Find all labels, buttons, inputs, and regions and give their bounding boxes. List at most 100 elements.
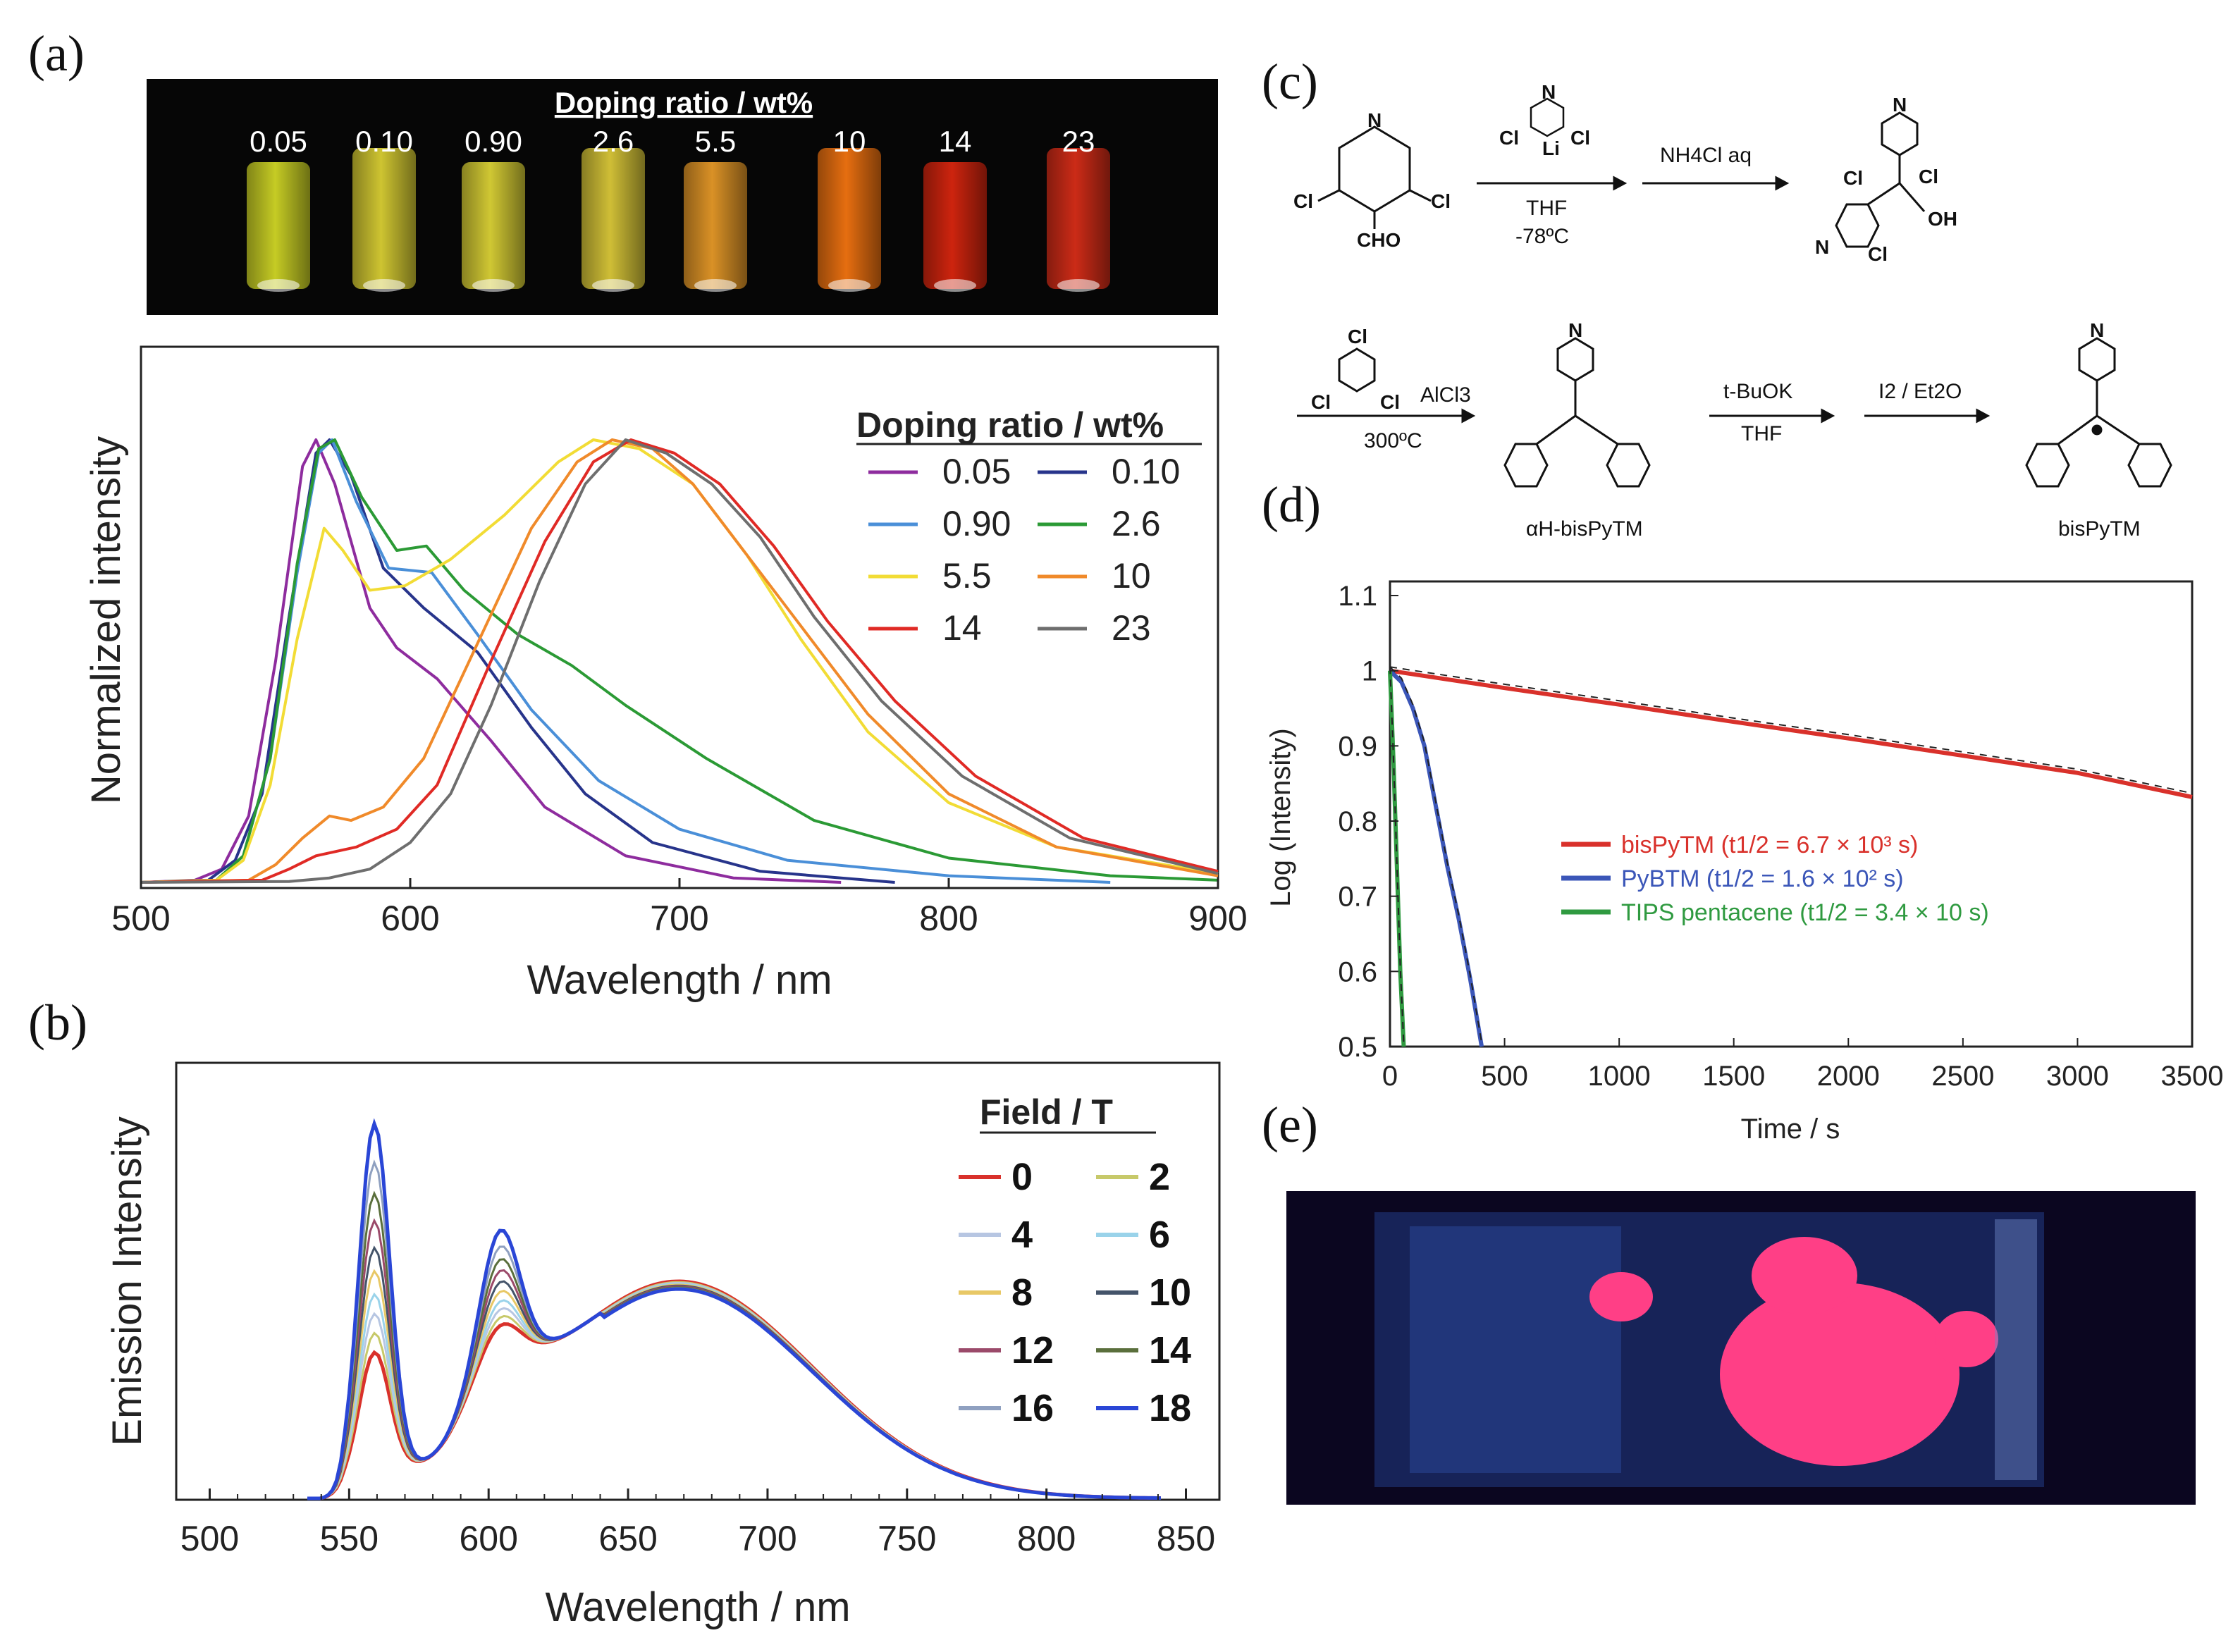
arrow-5-head bbox=[1976, 408, 1991, 424]
x-tick-label: 500 bbox=[111, 899, 170, 938]
x-tick-label: 1000 bbox=[1588, 1061, 1651, 1092]
lithio-n: N bbox=[1542, 81, 1556, 103]
series-line bbox=[140, 438, 1219, 884]
series-fit bbox=[1389, 666, 1483, 1043]
alcohol-cl-3: Cl bbox=[1868, 243, 1888, 265]
legend-label: 14 bbox=[942, 608, 982, 648]
arrow-2-quench: NH4Cl aq bbox=[1660, 144, 1752, 167]
x-tick-label: 2000 bbox=[1817, 1061, 1880, 1092]
legend-label: 10 bbox=[1149, 1271, 1191, 1314]
sample-label: 10 bbox=[833, 125, 866, 158]
photo-a-tubes bbox=[247, 148, 1110, 292]
x-tick-label: 3500 bbox=[2161, 1061, 2224, 1092]
x-tick-label: 600 bbox=[381, 899, 439, 938]
alcohol-cl-1: Cl bbox=[1843, 167, 1863, 189]
sample-label: 14 bbox=[939, 125, 972, 158]
alcohol-top-ring bbox=[1881, 111, 1919, 156]
alcohol-cl-2: Cl bbox=[1919, 166, 1938, 187]
sample-tube-base bbox=[694, 279, 737, 292]
sample-label: 0.10 bbox=[355, 125, 413, 158]
legend-label: 5.5 bbox=[942, 556, 992, 596]
chart-a-ylabel: Normalized intensity bbox=[83, 436, 129, 804]
arrow-3-head bbox=[1461, 408, 1476, 424]
sample-tube-shade bbox=[247, 162, 310, 289]
legend-label: 0.05 bbox=[942, 452, 1011, 491]
y-tick-label: 1 bbox=[1362, 656, 1377, 687]
alcohol-bottom-ring bbox=[1835, 203, 1880, 248]
chart-d-legend: bisPyTM (t1/2 = 6.7 × 10³ s) PyBTM (t1/2 … bbox=[1561, 832, 1989, 926]
y-tick-label: 0.5 bbox=[1338, 1032, 1377, 1063]
precursor-n: N bbox=[1568, 319, 1582, 341]
product-structure bbox=[2025, 337, 2172, 488]
sample-label: 23 bbox=[1062, 125, 1095, 158]
chart-a-xlabel: Wavelength / nm bbox=[527, 957, 832, 1003]
legend-label: 23 bbox=[1112, 608, 1151, 648]
product-n: N bbox=[2090, 319, 2104, 341]
chart-d: 0 500 1000 1500 2000 2500 3000 3500 0.5 0.6 0.7 0.8… bbox=[1265, 580, 2223, 1145]
y-tick-label: 0.6 bbox=[1338, 956, 1377, 987]
alcohol-bond bbox=[1898, 183, 1926, 212]
legend-label: 12 bbox=[1011, 1329, 1054, 1371]
aldehyde-bond bbox=[1317, 189, 1340, 202]
x-tick-label: 800 bbox=[1017, 1519, 1076, 1558]
sample-label: 2.6 bbox=[593, 125, 634, 158]
chart-a-legend: 0.05 0.10 0.90 2.6 5.5 10 14 23 bbox=[868, 452, 1180, 648]
chart-b-frame bbox=[175, 1061, 1221, 1501]
chart-b: 500 550 600 650 700 750 800 850 Wavelength / nm… bbox=[104, 1061, 1221, 1630]
series-fit bbox=[1389, 667, 1405, 1043]
x-tick-label: 900 bbox=[1188, 899, 1247, 938]
photo-e-emission bbox=[1935, 1311, 1998, 1367]
x-tick-label: 500 bbox=[1481, 1061, 1528, 1092]
sample-tube-shade bbox=[462, 162, 525, 289]
series-line bbox=[140, 438, 1219, 884]
photo-a-background bbox=[147, 79, 1218, 315]
x-tick-label: 1500 bbox=[1702, 1061, 1765, 1092]
sample-tube-base bbox=[472, 279, 515, 292]
photo-e-emission bbox=[1589, 1272, 1653, 1321]
chart-b-series bbox=[307, 1118, 1161, 1500]
aldehyde-structure bbox=[1317, 125, 1432, 229]
x-tick-label: 2500 bbox=[1931, 1061, 1994, 1092]
panel-label-b: (b) bbox=[28, 994, 87, 1051]
sample-label: 0.05 bbox=[250, 125, 307, 158]
sample-tube-shade bbox=[923, 162, 987, 289]
aldehyde-cl-left: Cl bbox=[1293, 190, 1313, 212]
legend-label: 2.6 bbox=[1112, 504, 1161, 543]
scheme-c: N Cl Cl CHO N Cl Cl Li THF -78ºC NH4Cl a… bbox=[1293, 81, 2172, 541]
radical-dot bbox=[2091, 424, 2103, 436]
arrow-3-alcl3: AlCl3 bbox=[1420, 383, 1471, 407]
series-fit bbox=[1389, 666, 2193, 794]
series-line bbox=[307, 1118, 1161, 1500]
x-tick-label: 850 bbox=[1157, 1519, 1215, 1558]
y-tick-label: 0.8 bbox=[1338, 806, 1377, 837]
sample-tube-shade bbox=[818, 148, 881, 289]
sample-label: 0.90 bbox=[465, 125, 522, 158]
x-tick-label: 550 bbox=[320, 1519, 379, 1558]
aldehyde-ring bbox=[1338, 125, 1411, 213]
series-line bbox=[140, 438, 1219, 884]
photo-e-emission bbox=[1752, 1237, 1857, 1314]
sample-tube-shade bbox=[582, 148, 645, 289]
legend-label: TIPS pentacene (t1/2 = 3.4 × 10 s) bbox=[1621, 899, 1989, 926]
chart-b-xlabel: Wavelength / nm bbox=[545, 1584, 850, 1630]
series-line bbox=[140, 438, 842, 884]
chart-b-ticks: 500 550 600 650 700 750 800 850 bbox=[180, 1488, 1215, 1558]
aldehyde-n: N bbox=[1367, 109, 1382, 131]
legend-label: bisPyTM (t1/2 = 6.7 × 10³ s) bbox=[1621, 832, 1918, 858]
chart-a-ticks: 500 600 700 800 900 bbox=[111, 878, 1248, 938]
photo-e-emission bbox=[1720, 1283, 1960, 1466]
sample-tube-shade bbox=[684, 162, 747, 289]
chart-d-ylabel: Log (Intensity) bbox=[1265, 728, 1296, 906]
product-label: bisPyTM bbox=[2058, 517, 2141, 541]
legend-label: 8 bbox=[1011, 1271, 1033, 1314]
aldehyde-cl-right: Cl bbox=[1431, 190, 1451, 212]
arrow-1-temp: -78ºC bbox=[1515, 225, 1569, 248]
chart-a: 500 600 700 800 900 Wavelength / nm Normaliz… bbox=[83, 345, 1248, 1003]
alcohol-n-top: N bbox=[1893, 94, 1907, 116]
chart-b-legend-title: Field / T bbox=[980, 1092, 1113, 1132]
chart-d-series bbox=[1388, 666, 2193, 1047]
x-tick-label: 700 bbox=[738, 1519, 796, 1558]
photo-a-labels: 0.05 0.10 0.90 2.6 5.5 10 14 23 bbox=[250, 125, 1095, 158]
chart-d-ticks: 0 500 1000 1500 2000 2500 3000 3500 0.5 0.6 0.7 0.8… bbox=[1338, 581, 2223, 1092]
